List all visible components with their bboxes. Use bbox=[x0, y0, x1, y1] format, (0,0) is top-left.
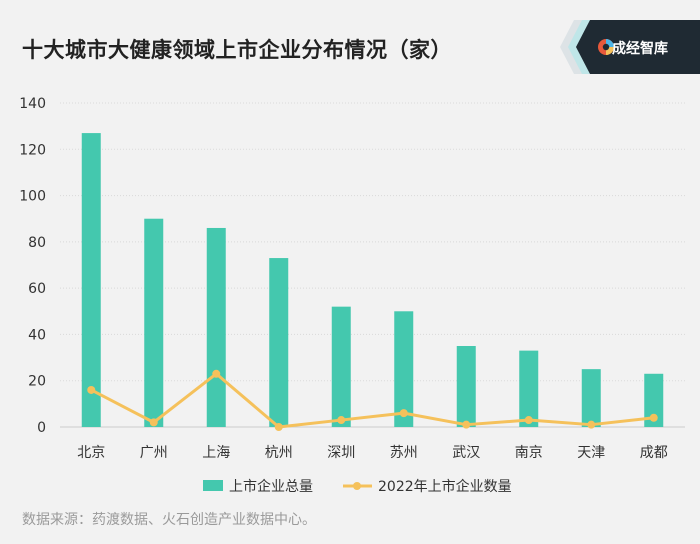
x-tick-label: 杭州 bbox=[265, 445, 293, 461]
bar bbox=[81, 133, 101, 428]
bar bbox=[644, 373, 664, 427]
bar bbox=[269, 258, 289, 427]
x-tick-label: 成都 bbox=[640, 445, 668, 461]
legend-label-line: 2022年上市企业数量 bbox=[378, 478, 512, 495]
x-tick-label: 苏州 bbox=[390, 445, 418, 461]
brand-name: 成经智库 bbox=[612, 41, 668, 57]
legend-swatch-bar bbox=[203, 480, 223, 491]
y-tick-label: 60 bbox=[28, 281, 46, 297]
y-tick-label: 100 bbox=[19, 189, 46, 205]
series-line bbox=[89, 372, 656, 429]
y-tick-label: 140 bbox=[19, 96, 46, 112]
line-point bbox=[87, 385, 96, 394]
bar bbox=[144, 218, 164, 427]
line-point bbox=[149, 418, 158, 427]
line-point bbox=[337, 416, 346, 425]
source-note: 数据来源：药渡数据、火石创造产业数据中心。 bbox=[22, 512, 316, 528]
y-tick-label: 40 bbox=[28, 327, 46, 343]
bar bbox=[519, 350, 539, 427]
line-point bbox=[462, 420, 471, 429]
chart-title: 十大城市大健康领域上市企业分布情况（家） bbox=[22, 38, 452, 62]
bar bbox=[394, 311, 414, 427]
x-tick-label: 北京 bbox=[77, 445, 105, 461]
x-tick-label: 广州 bbox=[140, 445, 168, 461]
brand-badge bbox=[560, 20, 700, 74]
x-tick-label: 武汉 bbox=[452, 445, 480, 461]
line-point bbox=[587, 420, 596, 429]
x-tick-label: 上海 bbox=[202, 445, 230, 461]
line-point bbox=[649, 413, 658, 422]
bar bbox=[581, 369, 601, 427]
x-tick-label: 深圳 bbox=[327, 445, 355, 461]
line-point bbox=[274, 423, 283, 431]
legend-label-bar: 上市企业总量 bbox=[229, 478, 313, 495]
y-tick-label: 20 bbox=[28, 374, 46, 390]
bar bbox=[206, 227, 226, 427]
bar bbox=[331, 306, 351, 427]
x-tick-label: 天津 bbox=[577, 445, 605, 461]
legend-marker-line bbox=[353, 482, 361, 490]
y-tick-label: 80 bbox=[28, 235, 46, 251]
bar bbox=[456, 346, 476, 427]
y-tick-label: 0 bbox=[37, 420, 46, 436]
line-point bbox=[212, 369, 221, 378]
line-point bbox=[399, 409, 408, 418]
x-tick-label: 南京 bbox=[515, 445, 543, 461]
y-tick-label: 120 bbox=[19, 142, 46, 158]
line-point bbox=[524, 416, 533, 425]
